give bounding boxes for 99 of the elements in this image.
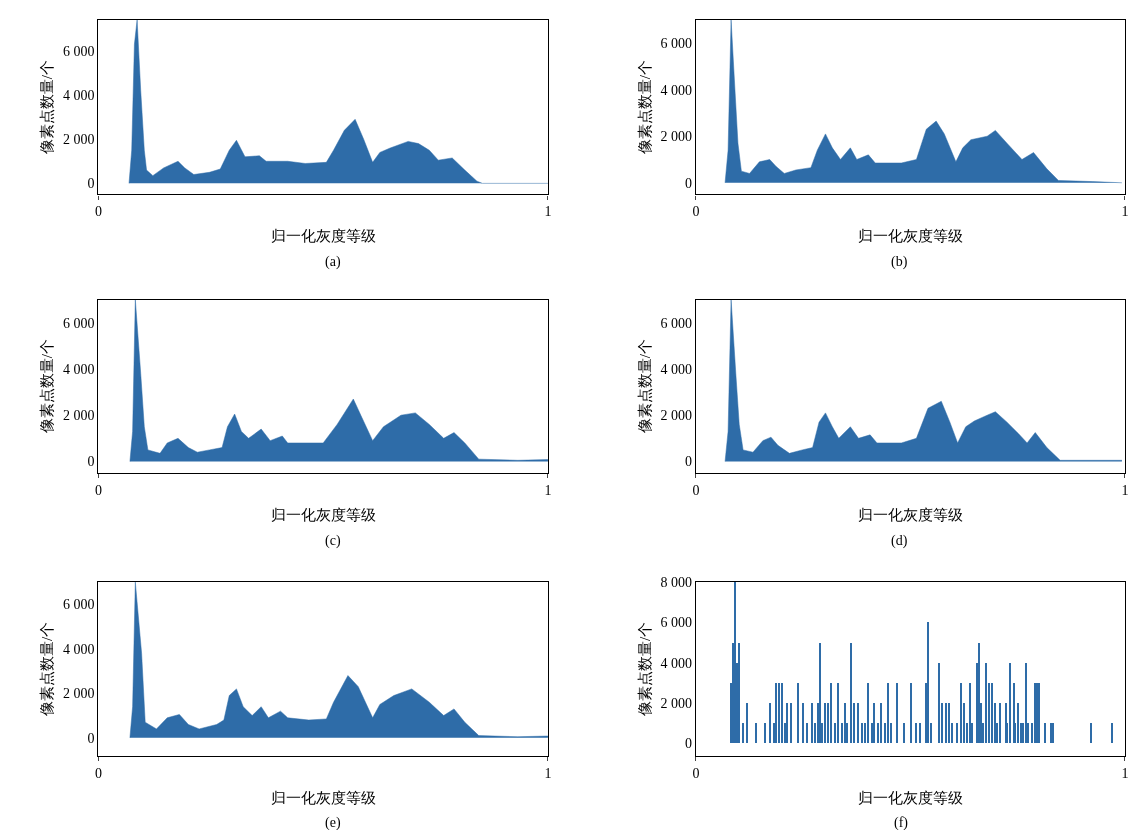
x-axis-title: 归一化灰度等级 (857, 228, 963, 245)
text: (e) (325, 815, 341, 830)
bar (801, 703, 804, 744)
bar (733, 582, 736, 744)
x-axis-title: 归一化灰度等级 (270, 228, 376, 245)
bar (895, 683, 898, 744)
y-tick-label: 6 000 (660, 36, 692, 52)
bar (990, 683, 993, 744)
x-tick-label: 1 (544, 204, 552, 220)
y-tick-label: 6 000 (63, 43, 95, 59)
bar (1089, 723, 1092, 744)
bar (947, 703, 950, 744)
y-tick-label: 6 000 (63, 597, 95, 613)
bar (823, 703, 826, 744)
x-tick-label: 1 (1121, 482, 1129, 498)
bar (818, 643, 821, 744)
bar (886, 683, 889, 744)
text: (f) (894, 815, 909, 830)
y-tick-label: 0 (685, 454, 692, 470)
y-tick-label: 8 000 (660, 575, 692, 591)
bar (914, 723, 917, 744)
bar (810, 703, 813, 744)
y-axis-title: 像素点数量/个 (39, 621, 56, 716)
y-tick-label: 2 000 (63, 686, 95, 702)
bar (998, 703, 1001, 744)
x-axis-title: 归一化灰度等级 (270, 506, 376, 523)
y-tick-label: 0 (87, 730, 95, 746)
bar (836, 683, 839, 744)
x-tick-label: 1 (544, 482, 552, 498)
bar (977, 643, 980, 744)
y-tick-label: 0 (685, 175, 692, 191)
y-tick-label: 4 000 (660, 82, 692, 98)
y-tick-label: 2 000 (63, 408, 95, 424)
y-axis-title: 像素点数量/个 (636, 60, 653, 155)
text: (d) (891, 533, 908, 549)
x-tick-label: 1 (544, 765, 552, 781)
bar (955, 723, 958, 744)
x-tick-label: 1 (1121, 765, 1129, 781)
y-tick-label: 4 000 (63, 87, 95, 103)
bar (1043, 723, 1046, 744)
bar (768, 703, 771, 744)
y-tick-label: 0 (87, 176, 95, 192)
text: (c) (325, 533, 341, 549)
y-tick-label: 4 000 (63, 641, 95, 657)
bar (774, 683, 777, 744)
y-axis-title: 像素点数量/个 (636, 339, 653, 434)
bar (849, 643, 852, 744)
bar (909, 683, 912, 744)
bar (1016, 703, 1019, 744)
text: (a) (325, 254, 341, 270)
bar (944, 703, 947, 744)
y-tick-label: 6 000 (660, 615, 692, 631)
y-tick-label: 0 (685, 736, 692, 752)
bar (872, 703, 875, 744)
bar (829, 683, 832, 744)
bar (737, 643, 740, 744)
bar (785, 703, 788, 744)
bar (1008, 663, 1011, 744)
y-tick-label: 6 000 (660, 315, 692, 331)
y-tick-label: 2 000 (63, 132, 95, 148)
bar (937, 663, 940, 744)
x-tick-label: 1 (1121, 204, 1129, 220)
bar (745, 703, 748, 744)
bar (777, 683, 780, 744)
x-axis-title: 归一化灰度等级 (270, 789, 376, 806)
bar (780, 683, 783, 744)
y-axis-title: 像素点数量/个 (636, 621, 653, 716)
bar (796, 683, 799, 744)
y-axis-title: 像素点数量/个 (39, 339, 56, 434)
bar (763, 723, 766, 744)
y-axis-title: 像素点数量/个 (39, 60, 56, 155)
bar (1110, 723, 1113, 744)
x-axis-title: 归一化灰度等级 (857, 789, 963, 806)
bar (789, 703, 792, 744)
y-tick-label: 4 000 (660, 655, 692, 671)
y-tick-label: 6 000 (63, 315, 95, 331)
bar (860, 723, 863, 744)
bar (805, 723, 808, 744)
bar (926, 622, 929, 744)
y-tick-label: 4 000 (63, 361, 95, 377)
y-tick-label: 2 000 (660, 408, 692, 424)
x-axis-title: 归一化灰度等级 (857, 506, 963, 523)
y-tick-label: 4 000 (660, 361, 692, 377)
bar (918, 723, 921, 744)
bar (902, 723, 905, 744)
y-tick-label: 0 (87, 454, 95, 470)
y-tick-label: 2 000 (660, 696, 692, 712)
y-tick-label: 2 000 (660, 129, 692, 145)
bar (984, 663, 987, 744)
bar (1024, 663, 1027, 744)
bar (879, 703, 882, 744)
bar (843, 703, 846, 744)
bar (959, 683, 962, 744)
bar (866, 683, 869, 744)
bar (741, 723, 744, 744)
bar (856, 703, 859, 744)
text: (b) (891, 254, 908, 270)
bar (754, 723, 757, 744)
bar (968, 683, 971, 744)
